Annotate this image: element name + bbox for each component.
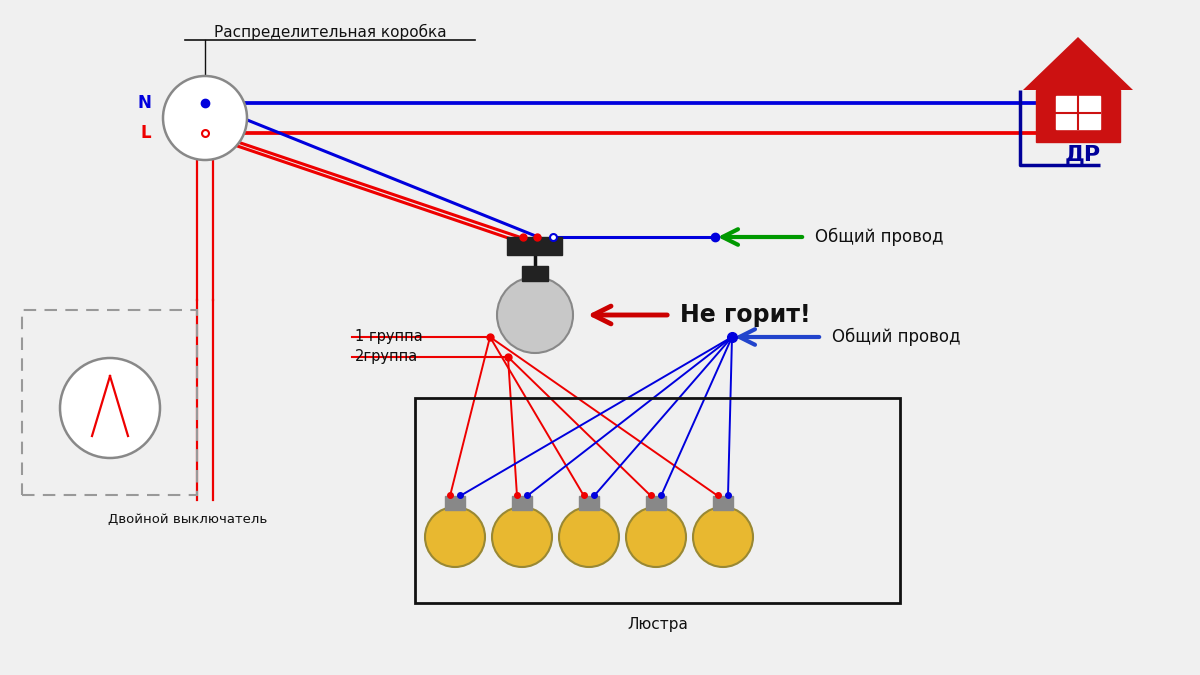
Circle shape: [163, 76, 247, 160]
Text: Не горит!: Не горит!: [680, 303, 811, 327]
Circle shape: [559, 507, 619, 567]
Text: Распределительная коробка: Распределительная коробка: [214, 24, 446, 40]
Circle shape: [694, 507, 754, 567]
Bar: [646, 496, 666, 510]
Text: 1 группа: 1 группа: [355, 329, 422, 344]
Polygon shape: [1022, 37, 1133, 90]
Circle shape: [492, 507, 552, 567]
Bar: [512, 496, 532, 510]
Bar: [508, 237, 563, 255]
Text: Общий провод: Общий провод: [815, 228, 943, 246]
Bar: [713, 496, 733, 510]
Circle shape: [60, 358, 160, 458]
Bar: [415, 398, 900, 603]
Bar: [1056, 96, 1100, 129]
Text: L: L: [140, 124, 151, 142]
Circle shape: [425, 507, 485, 567]
Circle shape: [497, 277, 574, 353]
Text: 2группа: 2группа: [355, 350, 419, 365]
Circle shape: [626, 507, 686, 567]
Text: Двойной выключатель: Двойной выключатель: [108, 513, 268, 526]
Text: N: N: [137, 94, 151, 112]
Bar: [1036, 90, 1120, 142]
Text: ДР: ДР: [1064, 145, 1102, 165]
Bar: [522, 266, 548, 281]
Bar: [22, 310, 197, 495]
Text: Люстра: Люстра: [628, 617, 688, 632]
Bar: [580, 496, 599, 510]
Bar: [445, 496, 466, 510]
Text: Общий провод: Общий провод: [832, 328, 960, 346]
